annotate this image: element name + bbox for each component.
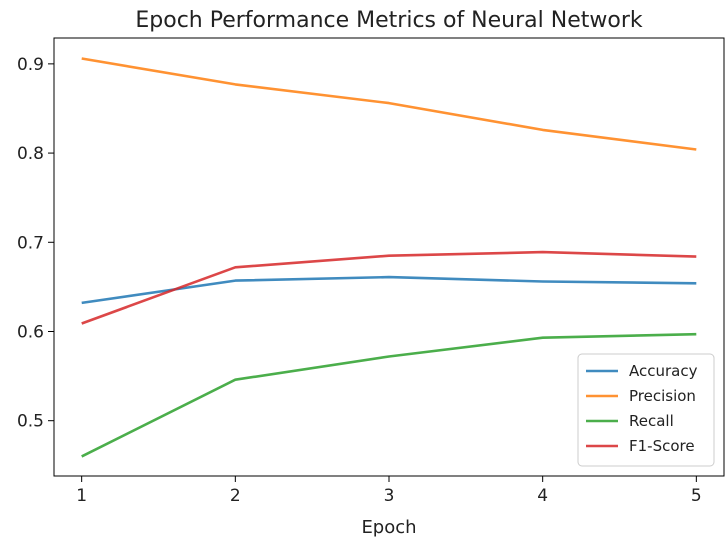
series-line-recall: [81, 332, 697, 458]
chart-title: Epoch Performance Metrics of Neural Netw…: [135, 8, 642, 33]
y-axis: 0.5 0.6 0.7 0.8 0.9: [17, 55, 54, 432]
legend-label: Recall: [629, 412, 674, 430]
legend-box: [577, 353, 715, 467]
series-layer: [81, 57, 697, 458]
series-line-precision: [81, 57, 697, 151]
legend-label: Accuracy: [629, 362, 698, 380]
legend-label: F1-Score: [629, 437, 695, 455]
y-tick-label: 0.7: [17, 233, 44, 253]
x-tick-label: 5: [691, 486, 702, 506]
y-tick-label: 0.8: [17, 144, 44, 164]
legend-label: Precision: [629, 387, 696, 405]
x-tick-label: 4: [537, 486, 548, 506]
y-tick-label: 0.5: [17, 412, 44, 432]
series-line-accuracy: [81, 275, 697, 305]
x-axis: 1 2 3 4 5: [76, 476, 702, 506]
x-tick-label: 2: [230, 486, 241, 506]
x-tick-label: 1: [76, 486, 87, 506]
y-tick-label: 0.6: [17, 322, 44, 342]
x-axis-label: Epoch: [361, 517, 416, 538]
y-tick-label: 0.9: [17, 55, 44, 75]
series-line-f1-score: [81, 250, 697, 325]
x-tick-label: 3: [384, 486, 395, 506]
legend: Accuracy Precision Recall F1-Score: [577, 353, 715, 467]
